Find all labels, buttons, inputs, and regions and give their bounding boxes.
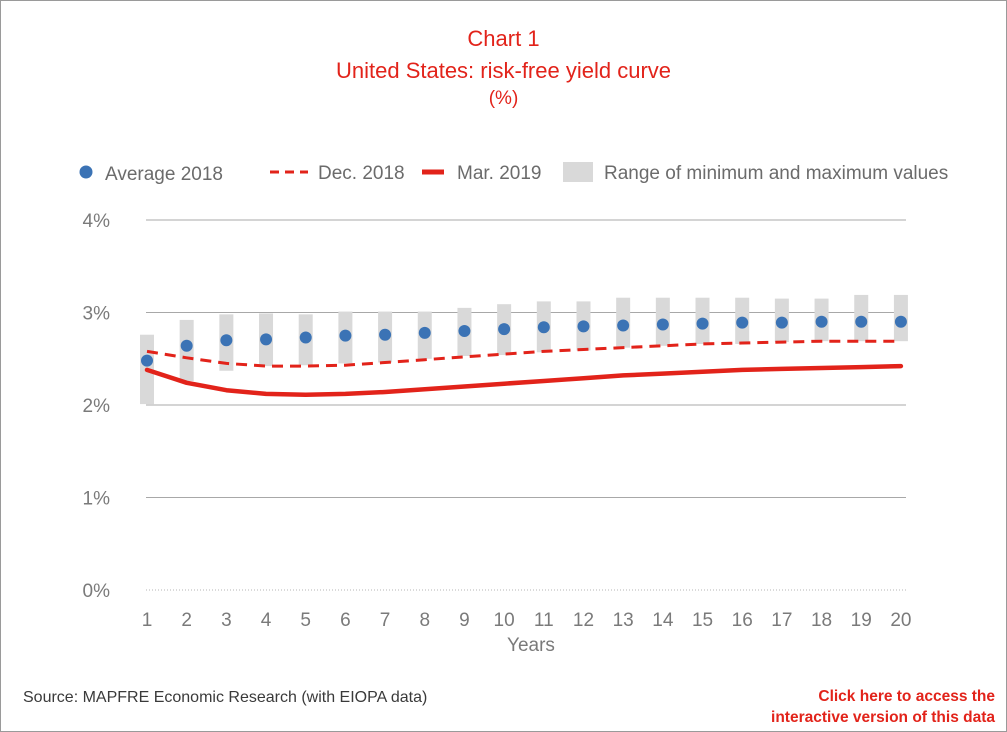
x-tick-label: 9 xyxy=(459,610,470,631)
x-tick-label: 3 xyxy=(221,610,232,631)
legend-average-2018-label: Average 2018 xyxy=(105,164,223,185)
legend-average-2018-marker xyxy=(79,165,93,179)
x-axis-label: Years xyxy=(507,635,555,656)
x-tick-label: 2 xyxy=(181,610,192,631)
x-tick-label: 11 xyxy=(534,610,554,631)
x-tick-label: 4 xyxy=(261,610,272,631)
average-2018-point xyxy=(537,321,550,334)
average-2018-point xyxy=(577,320,590,333)
average-2018-point xyxy=(299,331,312,344)
mar-2019-line xyxy=(144,363,904,398)
average-2018-point xyxy=(220,334,233,347)
legend-mar-2019-label: Mar. 2019 xyxy=(457,163,542,184)
dec-2018-line xyxy=(146,339,901,368)
interactive-link-line-1[interactable]: Click here to access the xyxy=(818,688,995,705)
average-2018-point xyxy=(180,339,193,352)
chart-unit: (%) xyxy=(488,88,519,109)
x-tick-label: 14 xyxy=(652,610,674,631)
x-tick-label: 19 xyxy=(851,610,872,631)
interactive-link-line-2[interactable]: interactive version of this data xyxy=(771,709,995,726)
average-2018-point xyxy=(617,319,630,332)
y-tick-label: 2% xyxy=(83,396,111,417)
average-2018-point xyxy=(458,325,471,337)
average-2018-point xyxy=(775,316,788,329)
chart-subtitle: United States: risk-free yield curve xyxy=(335,58,672,83)
average-2018-point xyxy=(855,315,868,328)
average-2018-point xyxy=(339,329,352,342)
x-tick-label: 16 xyxy=(732,610,753,631)
x-tick-label: 20 xyxy=(890,610,911,631)
average-2018-point xyxy=(894,315,907,328)
x-tick-label: 15 xyxy=(692,610,713,631)
y-tick-label: 4% xyxy=(83,211,111,232)
x-tick-label: 12 xyxy=(573,610,594,631)
x-tick-label: 17 xyxy=(771,610,792,631)
y-tick-label: 0% xyxy=(83,581,111,602)
y-tick-label: 1% xyxy=(83,489,111,510)
legend-range-marker xyxy=(563,162,593,182)
x-tick-label: 6 xyxy=(340,610,351,631)
average-2018-point xyxy=(696,317,709,330)
average-2018-point xyxy=(260,333,273,346)
chart-title: Chart 1 xyxy=(467,26,540,51)
average-2018-point xyxy=(815,315,828,328)
x-tick-label: 1 xyxy=(142,610,153,631)
x-tick-label: 7 xyxy=(380,610,391,631)
interactive-data-link[interactable]: Click here to access the interactive ver… xyxy=(771,686,995,728)
average-2018-point xyxy=(656,318,669,331)
legend-dec-2018-label: Dec. 2018 xyxy=(318,163,405,184)
x-tick-label: 10 xyxy=(494,610,515,631)
average-2018-point xyxy=(418,326,431,339)
average-2018-point xyxy=(379,328,392,341)
x-tick-label: 8 xyxy=(419,610,430,631)
legend-range-label: Range of minimum and maximum values xyxy=(604,163,948,184)
x-tick-label: 13 xyxy=(613,610,634,631)
average-2018-point xyxy=(141,354,153,367)
y-tick-label: 3% xyxy=(83,304,111,325)
x-tick-label: 5 xyxy=(300,610,311,631)
average-2018-point xyxy=(498,323,511,336)
source-note: Source: MAPFRE Economic Research (with E… xyxy=(23,689,428,706)
x-tick-label: 18 xyxy=(811,610,832,631)
average-2018-point xyxy=(736,316,749,329)
